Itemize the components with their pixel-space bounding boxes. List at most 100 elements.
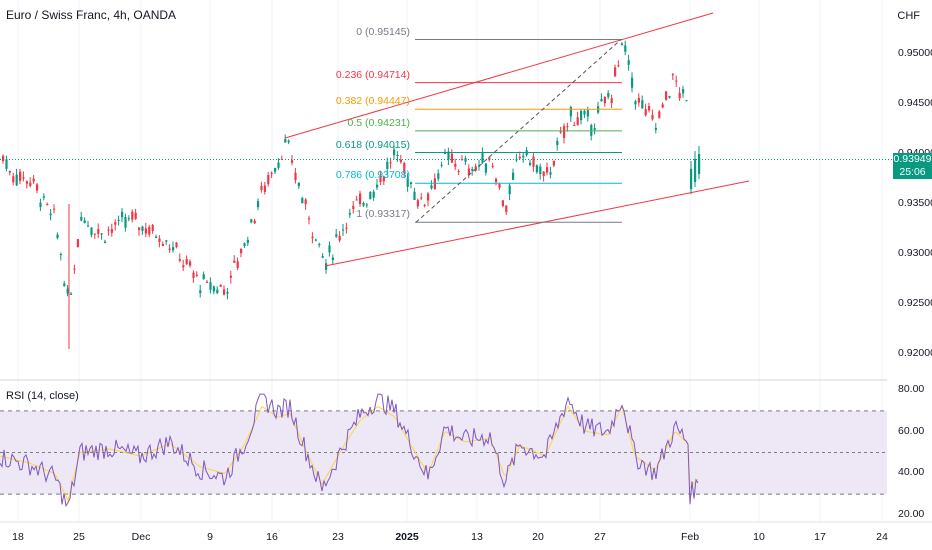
candle-body [454,163,457,167]
candle-body [617,65,620,67]
candle-body [253,220,256,224]
candle-body [131,211,134,220]
candle-body [610,98,613,104]
candle-body [260,186,263,190]
candle-body [127,218,130,220]
candle-body [532,156,535,167]
candle-body [209,282,212,290]
candle-body [284,139,287,143]
candle-body [620,43,623,46]
candle-body [318,244,321,246]
time-tick: 20 [532,531,544,543]
candle-body [576,117,579,126]
candle-body [644,109,647,116]
candle-body [382,176,385,182]
candle-body [444,153,447,155]
candle-body [175,242,178,248]
time-tick: Feb [680,531,700,543]
candle-body [263,185,266,192]
candle-body [212,286,215,292]
candle-body [328,245,331,253]
candle-body [246,239,249,243]
candle-body [501,200,504,207]
symbol-title[interactable]: Euro / Swiss Franc, 4h, OANDA [6,8,177,22]
candle-body [206,281,209,283]
candle-body [49,213,52,216]
rsi-tick: 20.00 [898,508,925,520]
candle-body [583,110,586,115]
candle-body [287,140,290,143]
time-tick: 23 [332,531,344,543]
candle-body [243,243,246,246]
candle-body [87,225,90,227]
candle-body [229,275,232,278]
candle-body [141,226,144,231]
candle-body [481,153,484,163]
candle-body [63,283,66,287]
candle-body [219,284,222,287]
candle-body [301,198,304,204]
currency-label: CHF [897,10,920,22]
candle-body [685,100,688,102]
fib-level-label: 0.236 (0.94714) [335,68,410,81]
candle-body [559,131,562,133]
candle-body [8,171,11,173]
candle-body [107,229,110,231]
candle-body [297,182,300,187]
time-tick: 17 [814,531,826,543]
candle-body [403,163,406,173]
candle-body [393,149,396,156]
candle-body [308,218,311,220]
candle-body [484,163,487,173]
candle-body [566,126,569,128]
fib-level-label: 0.786 (0.93708) [335,169,410,182]
rsi-title[interactable]: RSI (14, close) [6,390,79,402]
candle-body [342,229,345,231]
candle-body [100,233,103,235]
candle-body [185,258,188,265]
candle-body [546,167,549,173]
candle-body [508,185,511,195]
candle-body [661,104,664,108]
candle-body [321,256,324,258]
candle-body [36,184,39,191]
candle-body [406,178,409,187]
candle-body [450,153,453,163]
candle-body [427,193,430,201]
candle-body [668,96,671,98]
candle-body [182,265,185,268]
candle-body [25,181,28,184]
candle-body [5,159,8,169]
candle-body [648,106,651,111]
candle-body [396,154,399,157]
rsi-ma-line [0,405,699,502]
time-tick: Dec [131,531,151,543]
candle-body [76,239,79,248]
candle-body [631,77,634,88]
candle-body [294,172,297,181]
candle-body [93,233,96,235]
fib-retracement [415,39,622,223]
candle-body [250,219,253,223]
candle-body [216,289,219,294]
candle-body [270,172,273,174]
candle-body [2,155,5,162]
candle-body [338,235,341,241]
channel-lower-line [324,180,750,267]
candle-body [97,229,100,234]
candle-body [389,162,392,164]
candle-body [236,261,239,268]
candle-body [675,80,678,82]
time-tick: 25 [73,531,85,543]
time-tick: 16 [266,531,278,543]
candle-body [498,184,501,188]
candle-body [552,160,555,166]
candle-body [359,193,362,205]
candle-body [580,110,583,121]
candle-body [556,140,559,146]
